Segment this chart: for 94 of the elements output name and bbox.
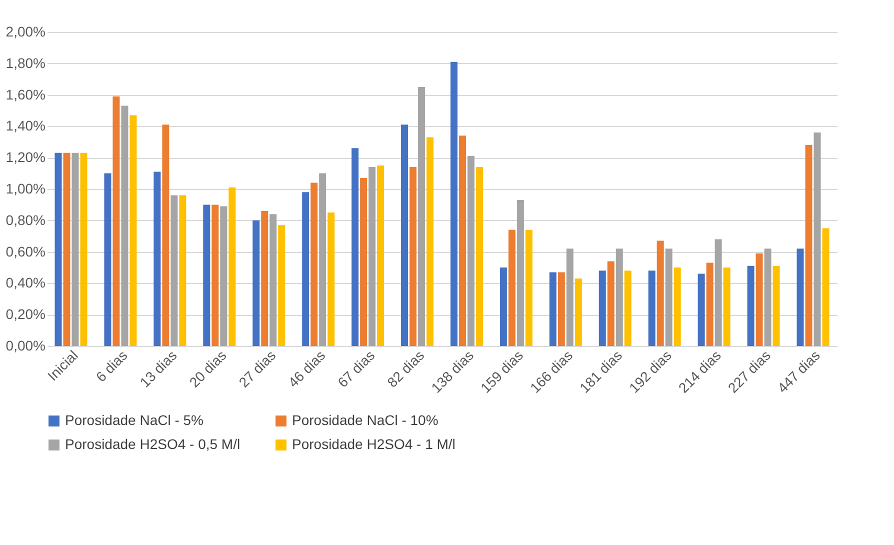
bar: [410, 167, 417, 346]
x-tick-label: 192 dias: [626, 347, 675, 396]
bar: [121, 106, 128, 346]
y-tick-label: 2,00%: [6, 24, 46, 40]
y-tick-label: 0,00%: [6, 338, 46, 354]
y-tick-label: 0,80%: [6, 212, 46, 228]
legend-label: Porosidade NaCl - 10%: [292, 412, 438, 428]
y-tick-label: 1,60%: [6, 86, 46, 102]
x-tick-label: 27 dias: [236, 347, 279, 390]
bar: [796, 248, 804, 346]
x-tick-label: 138 dias: [428, 347, 477, 396]
x-tick-label: 46 dias: [284, 347, 328, 390]
x-tick-label: 227 dias: [724, 347, 774, 396]
bar: [674, 268, 681, 346]
x-tick-label: 159 dias: [477, 347, 526, 396]
bar: [302, 192, 310, 346]
x-tick-label: 214 dias: [675, 347, 724, 396]
legend-label: Porosidade H2SO4 - 0,5 M/l: [65, 436, 240, 452]
bar: [450, 62, 458, 346]
bar: [352, 148, 359, 346]
x-tick-label: 6 dias: [92, 347, 130, 385]
bar: [270, 214, 277, 346]
bar: [500, 268, 507, 346]
bar: [648, 270, 656, 346]
bar: [401, 124, 408, 346]
y-tick-label: 1,20%: [6, 149, 46, 166]
bar: [616, 248, 623, 346]
bar: [418, 86, 426, 346]
bar: [764, 248, 772, 346]
bar: [714, 239, 722, 346]
bar: [598, 270, 606, 346]
bar: [698, 274, 705, 346]
bar: [574, 278, 582, 346]
bar: [458, 136, 466, 346]
bar: [203, 204, 210, 346]
y-tick-label: 0,60%: [6, 243, 46, 260]
bar: [162, 124, 170, 346]
bar: [220, 206, 228, 346]
bar: [72, 152, 79, 346]
bar: [104, 173, 112, 346]
bar: [112, 96, 120, 346]
bar: [822, 228, 830, 346]
bar: [756, 253, 763, 346]
y-tick-label: 1,80%: [6, 54, 46, 71]
bar: [665, 248, 672, 346]
bar: [310, 182, 318, 346]
bar: [368, 167, 376, 346]
bar: [130, 115, 137, 346]
x-tick-label: 181 dias: [576, 347, 626, 396]
y-tick-label: 0,20%: [6, 306, 46, 322]
bar: [426, 137, 434, 346]
bar: [508, 230, 516, 346]
bar: [624, 270, 632, 346]
bar: [747, 266, 754, 346]
bar: [525, 230, 532, 346]
x-tick-label: 447 dias: [774, 347, 823, 396]
x-tick-label: 13 dias: [136, 347, 180, 390]
y-tick-label: 1,40%: [6, 118, 46, 134]
bar: [63, 152, 70, 346]
bar: [772, 266, 780, 346]
bar: [516, 200, 524, 346]
bar: [228, 187, 236, 346]
bar: [261, 210, 268, 346]
bar: [656, 240, 664, 346]
x-tick-label: 20 dias: [186, 347, 230, 390]
y-tick-label: 0,40%: [6, 274, 46, 291]
bar: [80, 152, 88, 346]
bar: [467, 156, 474, 346]
bar: [549, 272, 556, 346]
bar: [212, 204, 219, 346]
bar: [278, 225, 286, 346]
bar: [252, 220, 260, 346]
bar: [566, 248, 574, 346]
x-tick-label: 82 dias: [384, 347, 428, 390]
x-tick-label: 166 dias: [526, 347, 576, 396]
legend-label: Porosidade H2SO4 - 1 M/l: [292, 436, 456, 452]
bar: [319, 173, 326, 346]
bar: [54, 152, 62, 346]
bar: [476, 167, 483, 346]
bar: [328, 212, 335, 346]
bar: [607, 261, 614, 346]
bar: [706, 262, 714, 346]
bar: [154, 172, 161, 346]
bar: [179, 195, 186, 346]
bar: [170, 195, 178, 346]
bar: [814, 132, 821, 346]
bar: [558, 272, 565, 346]
bar: [377, 165, 384, 346]
x-tick-label: 67 dias: [334, 347, 378, 390]
bar: [723, 268, 730, 346]
y-tick-label: 1,00%: [6, 180, 46, 196]
bar: [360, 178, 368, 346]
legend-label: Porosidade NaCl - 5%: [65, 412, 204, 428]
bar: [805, 145, 812, 346]
